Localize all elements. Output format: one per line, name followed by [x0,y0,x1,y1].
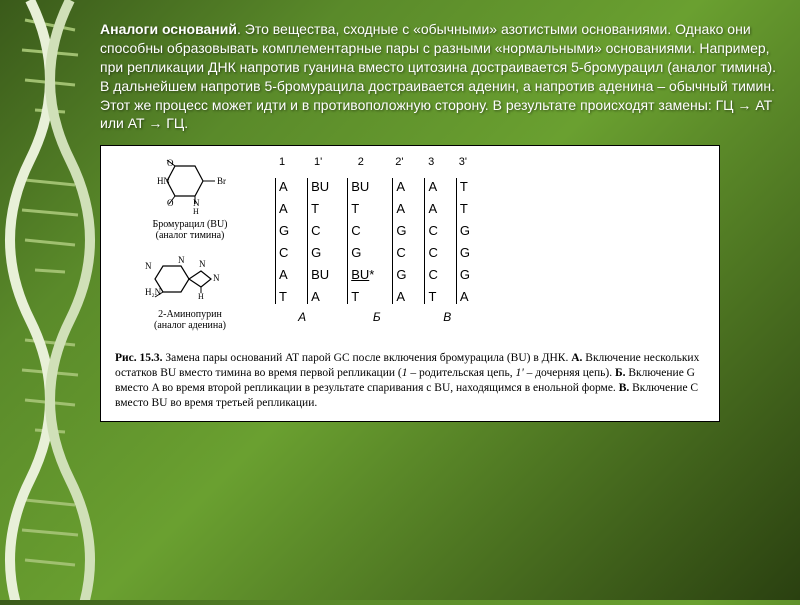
svg-text:N: N [199,259,206,269]
figure-caption: Рис. 15.3. Замена пары оснований AT паро… [115,351,705,411]
column-group-label: В [424,304,470,324]
column: 3'TTGGGA [456,156,470,304]
figure-panel: Br O HN O N H Бромурацил (BU) (аналог ти… [100,145,720,422]
bromouracil-structure: Br O HN O N H Бромурацил (BU) (аналог ти… [115,156,265,241]
column-group-label: А [275,304,329,324]
column-header: 3 [428,156,434,172]
column-group-label: Б [347,304,406,324]
sequence-cell: C [396,244,406,260]
sequence-cell: T [351,288,374,304]
column: 1AAGCAT [275,156,289,304]
chemical-structures: Br O HN O N H Бромурацил (BU) (аналог ти… [115,156,265,341]
caption-a-mid: – родительская цепь, [407,367,515,379]
svg-text:HN: HN [157,176,170,186]
column: 1' BU TCG BU A [307,156,329,304]
column: 2BUTCGBU*T [347,156,374,304]
sequence-cell: G [396,266,406,282]
column: 3AACCCT [424,156,437,304]
column: 2'AAGCGA [392,156,406,304]
sequence-cell: A [428,200,437,216]
s2-sub: (аналог аденина) [115,320,265,331]
caption-label: Рис. 15.3. [115,352,163,364]
column-header: 2' [395,156,403,172]
svg-text:N: N [213,273,220,283]
sequence-cell: C [428,222,437,238]
caption-b-label: Б. [615,367,625,379]
sequence-cell: G [460,222,470,238]
sequence-cell: T [460,200,470,216]
sequence-cell: C [311,222,329,238]
sequence-cell: A [279,266,289,282]
intro-body: . Это вещества, сходные с «обычными» азо… [100,21,776,131]
s1-sub: (аналог тимина) [115,230,265,241]
intro-paragraph: Аналоги оснований. Это вещества, сходные… [100,20,780,133]
sequence-cell: G [460,266,470,282]
svg-text:N: N [178,255,185,265]
sequence-cell: T [279,288,289,304]
sequence-cell: C [279,244,289,260]
caption-lead: Замена пары оснований AT парой GC после … [163,352,572,364]
sequence-cell: G [460,244,470,260]
s2-label: 2-Аминопурин [115,309,265,320]
sequence-cell: A [396,200,406,216]
caption-a-i2: 1' [515,367,523,379]
sequence-cell: C [428,244,437,260]
sequence-cell: G [351,244,374,260]
svg-text:H: H [198,292,204,301]
sequence-cell: A [428,178,437,194]
sequence-cell: A [311,288,329,304]
svg-text:N: N [145,261,152,271]
svg-text:H: H [193,207,199,216]
sequence-cell: A [396,288,406,304]
sequence-cell: A [279,200,289,216]
dna-background-decoration [0,0,100,600]
sequence-cell: A [279,178,289,194]
aminopurine-structure: N H₂N N N N H 2-Аминопурин (аналог адени… [115,251,265,331]
sequence-cell: T [428,288,437,304]
caption-a-end: – дочерняя цепь). [524,367,615,379]
sequence-cell: T [460,178,470,194]
sequence-cell: G [279,222,289,238]
caption-a-label: А. [571,352,582,364]
svg-text:H₂N: H₂N [145,287,162,297]
sequence-cell: A [396,178,406,194]
column-header: 1 [279,156,285,172]
sequence-cell: A [460,288,470,304]
replication-columns: 1AAGCAT1'BUTCGBUAА2BUTCGBU*T2'AAGCGAБ3AA… [275,156,470,324]
sequence-cell: BU [311,266,329,282]
caption-c-label: В. [619,382,630,394]
column-header: 2 [358,156,364,172]
sequence-cell: T [351,200,374,216]
sequence-cell: G [311,244,329,260]
sequence-cell: BU [311,178,329,194]
sequence-cell: C [351,222,374,238]
sequence-cell: T [311,200,329,216]
intro-title: Аналоги оснований [100,21,237,37]
svg-text:Br: Br [217,176,226,186]
column-header: 3' [459,156,467,172]
column-header: 1' [314,156,322,172]
s1-label: Бромурацил (BU) [115,219,265,230]
sequence-cell: C [428,266,437,282]
sequence-cell: G [396,222,406,238]
sequence-cell: BU* [351,266,374,282]
sequence-cell: BU [351,178,374,194]
